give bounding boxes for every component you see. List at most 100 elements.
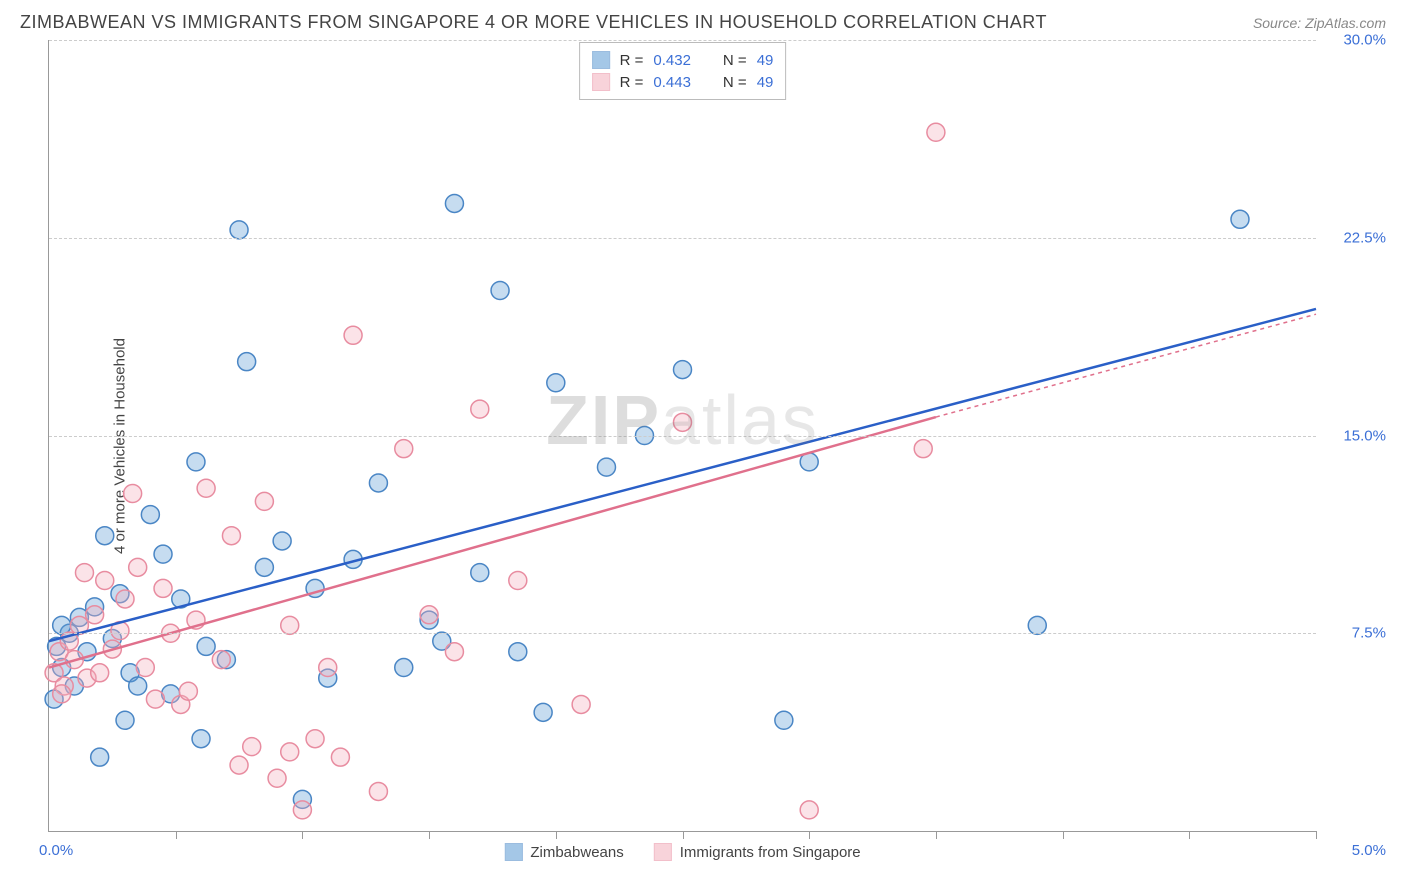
scatter-point — [491, 281, 509, 299]
r-label-1: R = — [620, 52, 644, 69]
scatter-point — [674, 413, 692, 431]
scatter-point — [91, 748, 109, 766]
scatter-point — [281, 743, 299, 761]
scatter-point — [53, 685, 71, 703]
y-tick-label: 15.0% — [1326, 427, 1386, 444]
x-tick — [429, 831, 430, 839]
scatter-point — [547, 374, 565, 392]
scatter-point — [212, 651, 230, 669]
scatter-point — [572, 695, 590, 713]
scatter-point — [255, 492, 273, 510]
scatter-point — [509, 572, 527, 590]
legend-item-1: Zimbabweans — [504, 843, 623, 861]
scatter-point — [197, 637, 215, 655]
scatter-point — [369, 782, 387, 800]
r-value-1: 0.432 — [653, 52, 691, 69]
scatter-point — [238, 353, 256, 371]
gridline — [49, 40, 1316, 41]
scatter-point — [344, 326, 362, 344]
scatter-point — [129, 677, 147, 695]
scatter-point — [369, 474, 387, 492]
scatter-point — [129, 558, 147, 576]
regression-line — [936, 314, 1316, 417]
scatter-point — [222, 527, 240, 545]
stats-row-1: R = 0.432 N = 49 — [592, 49, 774, 71]
scatter-point — [255, 558, 273, 576]
scatter-point — [914, 440, 932, 458]
scatter-point — [116, 590, 134, 608]
n-label-1: N = — [723, 52, 747, 69]
stats-row-2: R = 0.443 N = 49 — [592, 71, 774, 93]
scatter-point — [306, 730, 324, 748]
scatter-point — [395, 440, 413, 458]
scatter-point — [293, 801, 311, 819]
scatter-point — [91, 664, 109, 682]
gridline — [49, 238, 1316, 239]
n-label-2: N = — [723, 74, 747, 91]
gridline — [49, 633, 1316, 634]
scatter-point — [1231, 210, 1249, 228]
swatch-series-1 — [592, 51, 610, 69]
stats-legend: R = 0.432 N = 49 R = 0.443 N = 49 — [579, 42, 787, 100]
scatter-point — [509, 643, 527, 661]
legend-swatch-2 — [654, 843, 672, 861]
scatter-point — [445, 643, 463, 661]
legend-swatch-1 — [504, 843, 522, 861]
x-tick — [176, 831, 177, 839]
x-tick — [556, 831, 557, 839]
legend-label-2: Immigrants from Singapore — [680, 844, 861, 861]
scatter-point — [243, 738, 261, 756]
r-label-2: R = — [620, 74, 644, 91]
scatter-point — [179, 682, 197, 700]
scatter-point — [674, 361, 692, 379]
scatter-point — [395, 659, 413, 677]
scatter-point — [268, 769, 286, 787]
legend-item-2: Immigrants from Singapore — [654, 843, 861, 861]
x-axis-start-label: 0.0% — [39, 842, 73, 859]
series-legend: Zimbabweans Immigrants from Singapore — [504, 843, 860, 861]
scatter-point — [273, 532, 291, 550]
x-axis-end-label: 5.0% — [1352, 842, 1386, 859]
x-tick — [1316, 831, 1317, 839]
scatter-point — [800, 801, 818, 819]
scatter-point — [319, 659, 337, 677]
y-tick-label: 30.0% — [1326, 32, 1386, 49]
scatter-point — [96, 527, 114, 545]
scatter-point — [197, 479, 215, 497]
chart-title: ZIMBABWEAN VS IMMIGRANTS FROM SINGAPORE … — [20, 12, 1047, 33]
scatter-point — [230, 221, 248, 239]
legend-label-1: Zimbabweans — [530, 844, 623, 861]
swatch-series-2 — [592, 73, 610, 91]
chart-plot-area: ZIPatlas R = 0.432 N = 49 R = 0.443 N = … — [48, 40, 1316, 832]
n-value-2: 49 — [757, 74, 774, 91]
x-tick — [809, 831, 810, 839]
scatter-point — [471, 400, 489, 418]
source-attribution: Source: ZipAtlas.com — [1253, 15, 1386, 31]
scatter-point — [927, 123, 945, 141]
scatter-point — [96, 572, 114, 590]
scatter-point — [534, 703, 552, 721]
gridline — [49, 436, 1316, 437]
scatter-point — [187, 453, 205, 471]
scatter-point — [420, 606, 438, 624]
scatter-point — [124, 485, 142, 503]
n-value-1: 49 — [757, 52, 774, 69]
scatter-point — [75, 564, 93, 582]
regression-line — [49, 417, 936, 667]
scatter-point — [471, 564, 489, 582]
x-tick — [302, 831, 303, 839]
r-value-2: 0.443 — [653, 74, 691, 91]
x-tick — [683, 831, 684, 839]
x-tick — [1063, 831, 1064, 839]
scatter-point — [86, 606, 104, 624]
scatter-point — [136, 659, 154, 677]
scatter-point — [146, 690, 164, 708]
x-tick — [1189, 831, 1190, 839]
scatter-point — [154, 545, 172, 563]
scatter-point — [154, 579, 172, 597]
scatter-point — [775, 711, 793, 729]
scatter-point — [141, 506, 159, 524]
scatter-point — [445, 194, 463, 212]
x-tick — [936, 831, 937, 839]
y-tick-label: 7.5% — [1326, 625, 1386, 642]
